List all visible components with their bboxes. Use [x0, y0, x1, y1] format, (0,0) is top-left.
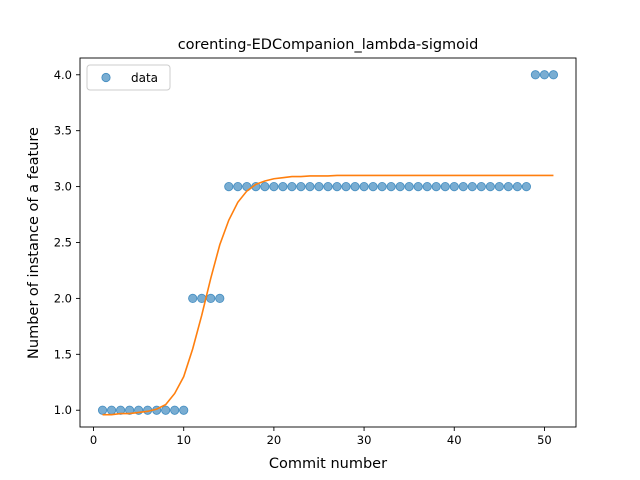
data-point [170, 405, 180, 415]
data-point [260, 181, 270, 192]
data-point [188, 293, 198, 304]
data-point [431, 181, 441, 192]
data-point [296, 181, 306, 192]
x-tick-label: 40 [447, 433, 462, 447]
data-point [323, 181, 333, 192]
data-point [548, 70, 559, 80]
data-point [494, 181, 504, 192]
y-tick-label: 1.5 [54, 347, 72, 361]
data-point [449, 181, 459, 192]
x-tick-label: 10 [176, 433, 191, 447]
y-tick-label: 2.0 [54, 291, 72, 305]
data-point [467, 181, 477, 192]
data-point [458, 181, 468, 192]
data-point [115, 405, 126, 415]
data-point [359, 181, 369, 192]
x-axis-label: Commit number [269, 456, 387, 472]
x-tick-label: 20 [267, 433, 282, 447]
data-point [530, 70, 541, 80]
y-tick-label: 3.5 [54, 124, 72, 138]
data-point [125, 405, 135, 415]
x-tick-label: 30 [357, 433, 372, 447]
data-point [206, 293, 216, 304]
data-point [287, 181, 297, 192]
data-point [314, 181, 324, 192]
data-point [422, 181, 432, 192]
data-point [278, 181, 288, 192]
data-point [368, 181, 378, 192]
axes: 0 10 20 30 40 50 1.0 1.5 2.0 2.5 3.0 3.5 4.0 [54, 57, 577, 447]
data-point [215, 293, 225, 304]
data-point [350, 181, 360, 192]
y-tick-label: 1.0 [54, 403, 72, 417]
plot-area [97, 70, 559, 416]
legend: data [86, 64, 171, 91]
data-point [161, 405, 171, 415]
data-point [512, 181, 522, 192]
data-point [341, 181, 351, 192]
legend-label: data [131, 71, 158, 85]
y-tick-label: 3.0 [54, 180, 72, 194]
x-tick-label: 0 [90, 433, 97, 447]
legend-marker [101, 72, 111, 83]
data-point [305, 181, 315, 192]
data-point [395, 181, 405, 192]
x-tick-label: 50 [537, 433, 552, 447]
data-point [503, 181, 513, 192]
data-point [539, 70, 550, 80]
data-point [476, 181, 486, 192]
data-point [179, 405, 189, 415]
chart-title: corenting-EDCompanion_lambda-sigmoid [178, 37, 479, 53]
legend-box [86, 64, 171, 91]
data-point [224, 181, 234, 192]
y-tick-label: 2.5 [54, 236, 72, 250]
data-point [521, 181, 532, 192]
data-point [233, 181, 243, 192]
data-point [332, 181, 342, 192]
data-point [386, 181, 396, 192]
data-point [485, 181, 495, 192]
data-point [404, 181, 414, 192]
y-axis-label: Number of instance of a feature [26, 127, 42, 359]
data-point [413, 181, 423, 192]
data-point [269, 181, 279, 192]
data-point [440, 181, 450, 192]
data-point [377, 181, 387, 192]
data-point [106, 405, 117, 415]
fit-line [102, 174, 554, 416]
data-point [97, 405, 108, 415]
y-tick-label: 4.0 [54, 68, 72, 82]
